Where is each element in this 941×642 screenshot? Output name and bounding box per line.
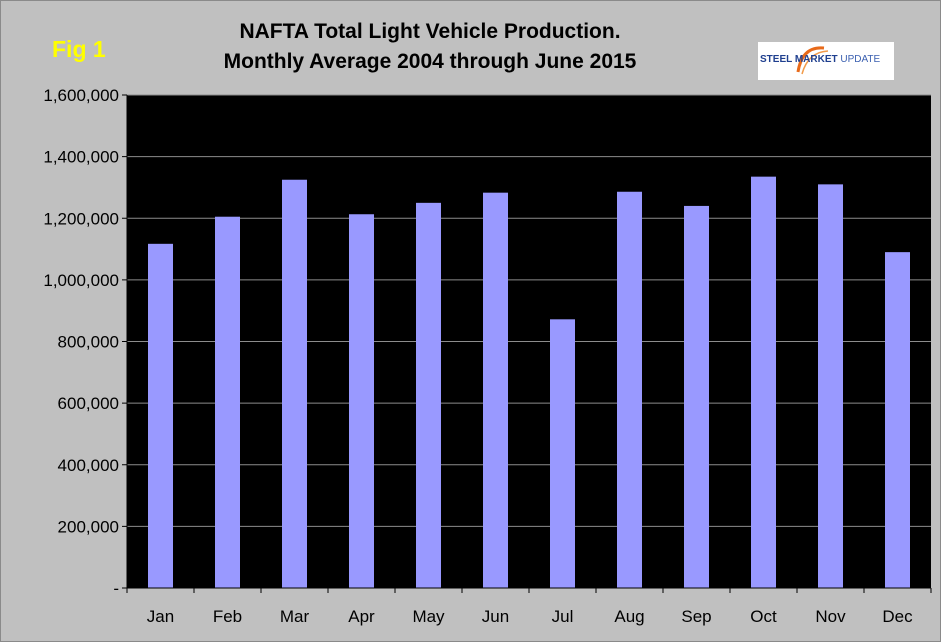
y-tick-label: 1,400,000 [43,148,119,167]
y-tick-label: 1,200,000 [43,209,119,228]
x-tick-label: May [412,607,445,626]
x-tick-label: Dec [882,607,913,626]
gridlines [127,94,931,527]
bar-feb [215,216,240,588]
x-tick-label: Nov [815,607,846,626]
bar-dec [885,252,910,589]
y-tick-label: 1,600,000 [43,86,119,105]
bar-aug [617,191,642,588]
x-axis-ticks: Jan Feb Mar Apr May Jun Jul Aug Sep Oct Nov Dec [126,588,932,626]
figure-label: Fig 1 [52,36,106,62]
y-tick-label: 1,000,000 [43,271,119,290]
chart-subtitle: Monthly Average 2004 through June 2015 [223,50,637,73]
x-tick-label: Feb [213,607,242,626]
y-tick-label: 800,000 [58,333,119,352]
bar-apr [349,214,374,588]
logo-text: STEEL MARKET UPDATE [760,54,880,65]
x-tick-label: Oct [750,607,777,626]
logo-word-secondary: UPDATE [840,54,881,65]
bar-jan [148,243,173,588]
steel-market-update-logo: STEEL MARKET UPDATE [758,42,894,80]
bars [148,176,910,589]
bar-oct [751,176,776,588]
y-tick-label: 200,000 [58,517,119,536]
y-tick-label: 600,000 [58,394,119,413]
x-tick-label: Aug [614,607,644,626]
x-tick-label: Jan [147,607,174,626]
swoosh-arc-icon [796,46,829,75]
y-tick-label: 400,000 [58,456,119,475]
y-axis-ticks: - 200,000 400,000 600,000 800,000 1,000,000 1,… [43,86,127,598]
chart-title: NAFTA Total Light Vehicle Production. [239,20,621,43]
bar-sep [684,205,709,589]
y-tick-label: - [113,579,119,598]
bar-jun [483,192,508,588]
x-tick-label: Mar [280,607,310,626]
x-tick-label: Jun [482,607,509,626]
x-tick-label: Sep [681,607,711,626]
logo-word-primary: STEEL MARKET [760,54,838,65]
x-tick-label: Apr [348,607,375,626]
bar-may [416,202,441,588]
bar-mar [282,179,307,588]
x-tick-label: Jul [552,607,574,626]
bar-nov [818,184,843,588]
bar-jul [550,319,575,588]
